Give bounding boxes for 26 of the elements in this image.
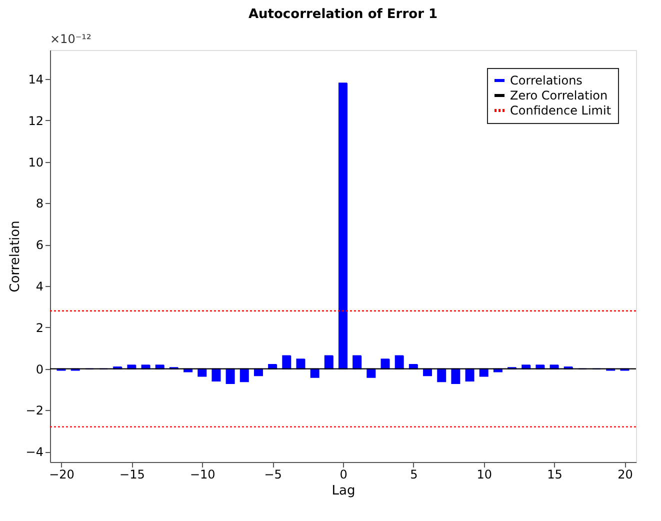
x-tick-label: −15 [120,468,145,482]
y-tick-label: 8 [36,196,44,211]
y-tick-label: 2 [36,320,44,335]
y-tick-label: 14 [28,72,44,86]
x-tick-label: 15 [547,468,562,482]
legend-label: Correlations [510,74,582,88]
y-tick-label: 10 [28,155,44,170]
chart-title: Autocorrelation of Error 1 [248,7,438,22]
y-tick-label: −2 [26,404,44,418]
x-tick-label: 0 [340,468,348,482]
y-axis-title: Correlation [8,220,23,292]
y-tick-label: −4 [26,445,44,460]
y-tick-label: 4 [36,280,44,294]
legend-label: Zero Correlation [510,88,608,102]
y-tick-label: 6 [36,238,44,252]
x-tick-label: 20 [618,468,633,482]
x-tick-label: 5 [410,468,418,482]
y-tick-label: 12 [28,114,44,128]
x-tick-label: −10 [190,468,216,482]
legend-label: Confidence Limit [510,104,612,118]
text: ×10⁻¹² [50,32,92,46]
x-axis-title: Lag [332,484,356,498]
x-tick-label: −20 [49,468,74,482]
x-tick-label: −5 [264,468,282,482]
y-tick-label: 0 [36,362,44,376]
x-tick-label: 10 [476,468,492,482]
